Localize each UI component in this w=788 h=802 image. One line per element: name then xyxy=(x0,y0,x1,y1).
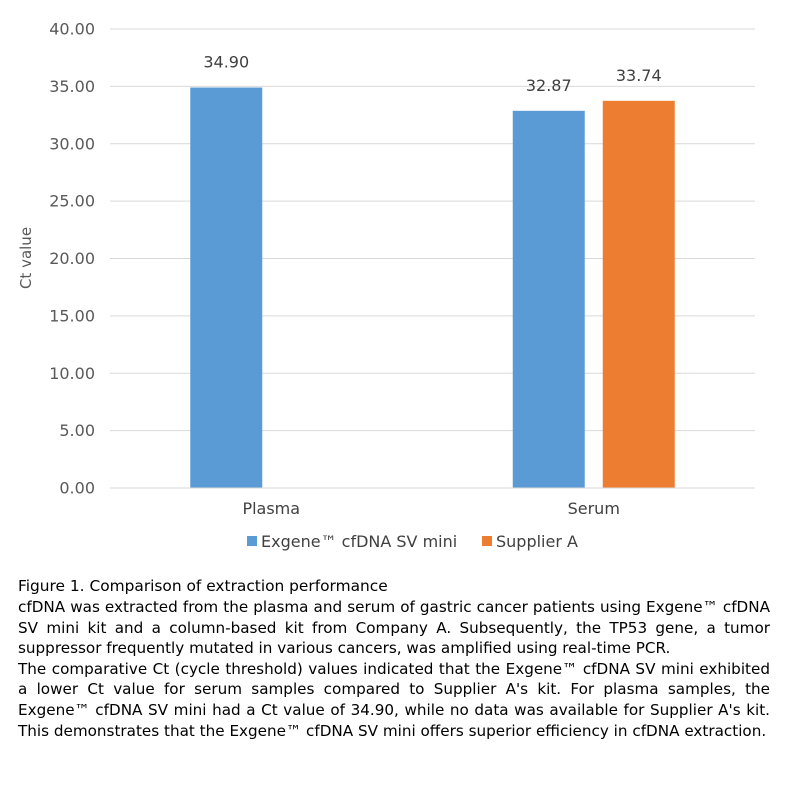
bar-chart: 0.00 5.00 10.00 15.00 20.00 25.00 30.00 35.00 40… xyxy=(17,20,755,551)
y-tick-label: 35.00 xyxy=(49,77,95,96)
y-tick-label: 30.00 xyxy=(49,134,95,153)
y-axis-label: Ct value xyxy=(17,227,35,289)
legend-label: Supplier A xyxy=(496,532,578,551)
bar-data-labels: 34.90 32.87 33.74 xyxy=(203,53,661,95)
caption-paragraph-1: cfDNA was extracted from the plasma and … xyxy=(18,598,770,658)
x-tick-label: Plasma xyxy=(242,499,300,518)
y-tick-label: 40.00 xyxy=(49,20,95,39)
bar-data-label: 34.90 xyxy=(203,53,249,72)
bars xyxy=(190,87,675,489)
y-tick-label: 15.00 xyxy=(49,306,95,325)
legend-swatch xyxy=(482,536,492,546)
x-tick-label: Serum xyxy=(568,499,620,518)
bar-data-label: 32.87 xyxy=(526,76,572,95)
x-axis-ticks: Plasma Serum xyxy=(242,499,619,518)
y-axis-ticks: 0.00 5.00 10.00 15.00 20.00 25.00 30.00 35.00 40… xyxy=(49,20,95,498)
y-tick-label: 10.00 xyxy=(49,364,95,383)
figure-caption: Figure 1. Comparison of extraction perfo… xyxy=(18,576,770,741)
bar-plasma-series-1 xyxy=(190,87,263,489)
legend: Exgene™ cfDNA SV mini Supplier A xyxy=(247,532,578,551)
y-tick-label: 25.00 xyxy=(49,192,95,211)
bar-serum-series-1 xyxy=(512,110,585,489)
y-tick-label: 0.00 xyxy=(59,479,95,498)
y-tick-label: 5.00 xyxy=(59,421,95,440)
y-tick-label: 20.00 xyxy=(49,249,95,268)
legend-swatch xyxy=(247,536,257,546)
caption-paragraph-2: The comparative Ct (cycle threshold) val… xyxy=(18,659,770,740)
caption-title: Figure 1. Comparison of extraction perfo… xyxy=(18,577,388,595)
legend-label: Exgene™ cfDNA SV mini xyxy=(261,532,457,551)
bar-data-label: 33.74 xyxy=(616,66,662,85)
bar-serum-series-2 xyxy=(602,100,675,489)
